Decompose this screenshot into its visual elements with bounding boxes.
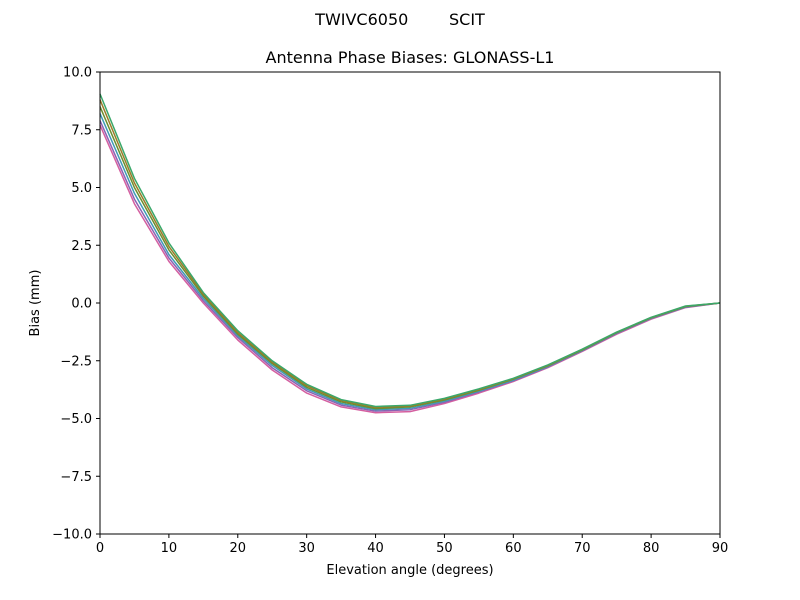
x-tick-label: 90: [712, 541, 729, 556]
x-tick-label: 20: [230, 541, 247, 556]
x-tick-label: 30: [298, 541, 315, 556]
series-line-5: [99, 99, 721, 409]
series-line-1: [99, 124, 721, 414]
figure-suptitle: TWIVC6050 SCIT: [315, 10, 485, 29]
x-axis-label: Elevation angle (degrees): [326, 563, 493, 578]
series-line-3: [99, 113, 721, 411]
y-axis-label: Bias (mm): [28, 270, 43, 337]
y-tick-label: 10.0: [63, 66, 92, 81]
x-tick-label: 80: [643, 541, 660, 556]
x-tick-label: 70: [574, 541, 591, 556]
y-tick-label: 5.0: [71, 181, 92, 196]
y-tick-label: 7.5: [71, 123, 92, 138]
x-tick-label: 10: [161, 541, 178, 556]
x-tick-label: 40: [367, 541, 384, 556]
series-line-6: [99, 93, 721, 408]
series-line-2: [99, 120, 721, 412]
y-tick-label: 2.5: [71, 239, 92, 254]
x-tick-label: 60: [505, 541, 522, 556]
x-axis-ticks: 0 10 20 30 40 50 60 70 80 90: [96, 534, 728, 556]
series-line-4: [99, 106, 721, 410]
series-lines: [99, 93, 721, 414]
plot-frame: [99, 71, 721, 535]
chart-title: Antenna Phase Biases: GLONASS-L1: [265, 48, 555, 67]
y-tick-label: 0.0: [71, 297, 92, 312]
y-tick-label: −5.0: [60, 412, 92, 427]
y-tick-label: −2.5: [60, 354, 92, 369]
y-tick-label: −7.5: [60, 470, 92, 485]
y-tick-label: −10.0: [52, 528, 92, 543]
y-axis-ticks: 10.0 7.5 5.0 2.5 0.0 −2.5 −5.0 −7.5 −10.0: [52, 66, 100, 543]
x-tick-label: 50: [436, 541, 453, 556]
x-tick-label: 0: [96, 541, 104, 556]
